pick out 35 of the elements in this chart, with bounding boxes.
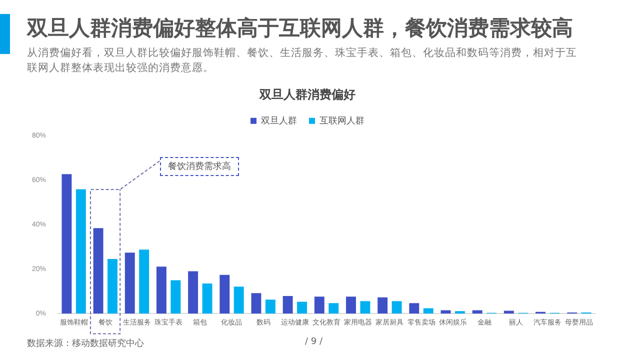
bar bbox=[314, 296, 324, 314]
bar bbox=[378, 297, 388, 314]
bar bbox=[409, 303, 420, 314]
bar bbox=[504, 310, 514, 314]
bar bbox=[265, 300, 276, 314]
bar bbox=[392, 301, 402, 314]
chart-subtitle: 从消费偏好看，双旦人群比较偏好服饰鞋帽、餐饮、生活服务、珠宝手表、箱包、化妆品和数码等消费，相对于互联网人群整体表现出较强的消费意愿。 bbox=[27, 46, 578, 76]
bar bbox=[472, 310, 482, 314]
annotation: 餐饮消费需求高 bbox=[160, 156, 240, 176]
bar bbox=[346, 296, 356, 314]
bar bbox=[139, 250, 150, 314]
legend-label: 双旦人群 bbox=[261, 115, 297, 126]
bar bbox=[108, 259, 118, 314]
bar bbox=[124, 252, 135, 314]
text: / 9 / bbox=[305, 337, 323, 347]
bar bbox=[454, 311, 465, 314]
bar bbox=[202, 284, 212, 314]
bar bbox=[297, 302, 307, 314]
bar bbox=[251, 293, 262, 314]
bar bbox=[423, 308, 434, 314]
text: 双旦人群消费偏好 bbox=[258, 87, 356, 102]
bar bbox=[282, 296, 293, 314]
bar bbox=[156, 266, 166, 314]
chart-title: 双旦人群消费偏好整体高于互联网人群，餐饮消费需求较高 bbox=[27, 15, 573, 42]
bar bbox=[188, 271, 198, 314]
source-note: 数据来源：移动数据研究中心 bbox=[27, 338, 144, 350]
bar bbox=[170, 280, 181, 314]
bar bbox=[76, 189, 86, 314]
bar bbox=[328, 303, 339, 314]
bar bbox=[93, 228, 104, 314]
bar bbox=[234, 286, 244, 314]
bar bbox=[220, 274, 230, 314]
bar bbox=[360, 301, 370, 314]
legend-label: 互联网人群 bbox=[320, 115, 364, 126]
bar bbox=[62, 174, 72, 314]
